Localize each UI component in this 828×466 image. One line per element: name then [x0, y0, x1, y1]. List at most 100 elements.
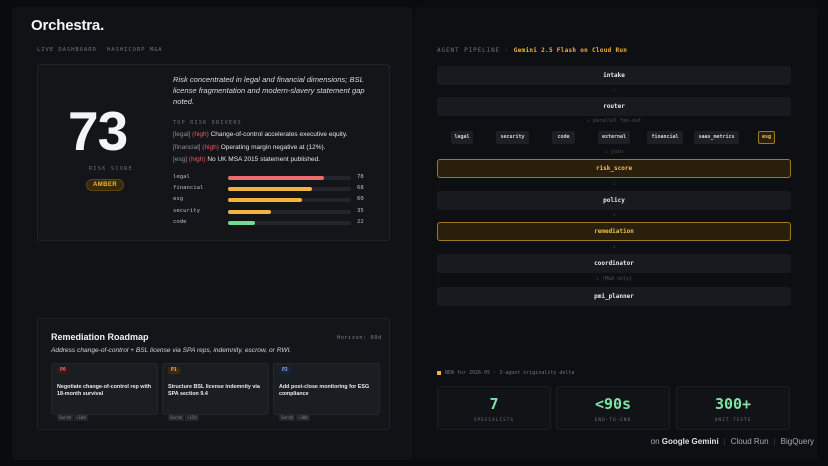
specialist-security[interactable]: security	[496, 131, 529, 144]
footer-cloud-run: Cloud Run	[730, 437, 769, 446]
footer-prefix: on	[650, 437, 660, 446]
task-title: Structure BSL license indemnity via SPA …	[168, 384, 260, 398]
new-indicator-icon	[437, 370, 441, 375]
dimension-value: 35	[357, 207, 364, 214]
driver-severity: (high)	[202, 143, 219, 151]
specialist-financial[interactable]: financial	[647, 131, 683, 144]
stat-end-to-end: <90s END-TO-END	[556, 386, 670, 430]
dimension-name: code	[173, 218, 187, 225]
risk-drivers-list: [legal] (high) Change-of-control acceler…	[173, 129, 385, 167]
pipeline-header: AGENT PIPELINE · Gemini 2.5 Flash on Clo…	[437, 47, 628, 54]
risk-driver: [legal] (high) Change-of-control acceler…	[173, 129, 385, 142]
roadmap-task[interactable]: P2 Add post-close monitoring for ESG com…	[273, 363, 380, 421]
live-dashboard-label: LIVE DASHBOARD · HASHICORP M&A	[37, 47, 163, 53]
node-pmi-planner[interactable]: pmi_planner	[437, 287, 791, 306]
task-owner-chip: Sarah	[279, 414, 296, 421]
dimension-fill	[228, 209, 272, 214]
dimension-row: security 35	[173, 207, 373, 218]
dimension-name: financial	[173, 185, 204, 192]
driver-severity: (high)	[188, 156, 206, 163]
task-priority-badge: P0	[57, 367, 69, 374]
pipeline-model: Gemini 2.5 Flash on Cloud Run	[513, 47, 628, 54]
originality-note: NEW for 2026-05 · 3-agent originality de…	[437, 370, 574, 376]
dimension-value: 60	[357, 196, 364, 203]
stat-value: 300+	[714, 395, 752, 413]
risk-score-label: RISK SCORE	[89, 166, 134, 172]
risk-score-value: 73	[68, 100, 128, 162]
specialist-legal[interactable]: legal	[451, 131, 473, 144]
task-priority-badge: P1	[168, 367, 180, 374]
footer-bigquery: BigQuery	[780, 437, 814, 446]
stat-unit-tests: 300+ UNIT TESTS	[676, 386, 790, 430]
specialist-saas-metrics[interactable]: saas_metrics	[694, 131, 739, 144]
dimension-track	[228, 220, 351, 225]
node-policy[interactable]: policy	[437, 191, 791, 210]
task-title: Add post-close monitoring for ESG compli…	[279, 384, 370, 398]
driver-text: No UK MSA 2015 statement published.	[207, 156, 321, 163]
task-owner-chip: Sarah	[168, 414, 185, 421]
fanout-label: ↓ parallel fan-out	[586, 118, 642, 124]
arrow-down: ↓	[612, 212, 616, 218]
live-label: LIVE DASHBOARD	[37, 47, 97, 53]
footer-powered-by: on Google Gemini | Cloud Run | BigQuery	[650, 437, 814, 446]
node-risk-score[interactable]: risk_score	[437, 159, 791, 178]
dimension-bars: legal 78 financial 68 esg 60 security 35…	[173, 173, 373, 229]
ma-only-label: ↓ (M&A only)	[595, 276, 633, 282]
roadmap-horizon: Horizon: 60d	[337, 335, 382, 341]
dimension-fill	[228, 220, 256, 225]
driver-severity: (high)	[192, 131, 209, 138]
stat-value: <90s	[594, 395, 632, 413]
roadmap-title: Remediation Roadmap	[51, 332, 149, 342]
task-owner-chip: Sarah	[57, 414, 74, 421]
dimension-track	[228, 176, 351, 180]
node-remediation[interactable]: remediation	[437, 222, 791, 241]
task-duration-chip: ~30d	[296, 414, 310, 421]
arrow-down: ↓	[612, 244, 616, 250]
drivers-heading: TOP RISK DRIVERS	[173, 120, 242, 126]
dimension-row: esg 60	[173, 195, 373, 206]
roadmap-task[interactable]: P0 Negotiate change-of-control rep with …	[51, 363, 158, 421]
dimension-row: financial 68	[173, 184, 373, 195]
specialist-external[interactable]: external	[598, 131, 630, 144]
dimension-track	[228, 198, 351, 203]
stat-label: SPECIALISTS	[473, 418, 515, 423]
driver-category: [financial]	[173, 143, 201, 151]
stat-label: UNIT TESTS	[714, 418, 752, 423]
join-label: ↓ join	[604, 149, 624, 155]
task-chips: Sarah ~15d	[168, 404, 200, 423]
dimension-name: esg	[173, 196, 184, 203]
specialist-esg[interactable]: esg	[758, 131, 775, 144]
dimension-value: 22	[357, 218, 364, 225]
risk-band-badge: AMBER	[86, 179, 124, 191]
dimension-track	[228, 209, 351, 214]
dimension-fill	[228, 176, 324, 180]
brand-logo: Orchestra.	[31, 17, 105, 34]
node-intake[interactable]: intake	[437, 66, 791, 85]
driver-category: [esg]	[173, 156, 188, 163]
driver-category: [legal]	[173, 131, 191, 138]
risk-summary: Risk concentrated in legal and financial…	[173, 75, 365, 106]
originality-note-text: NEW for 2026-05 · 3-agent originality de…	[445, 370, 575, 376]
roadmap-task[interactable]: P1 Structure BSL license indemnity via S…	[162, 363, 269, 421]
task-title: Negotiate change-of-control rep with 18-…	[57, 384, 152, 398]
dimension-row: legal 78	[173, 173, 373, 184]
dimension-row: code 22	[173, 218, 373, 229]
task-chips: Sarah ~10d	[57, 404, 89, 423]
node-router[interactable]: router	[437, 97, 791, 116]
driver-text: Operating margin negative at (12%).	[220, 143, 326, 151]
dimension-value: 78	[357, 174, 364, 180]
pipeline-label: AGENT PIPELINE	[437, 47, 501, 54]
task-duration-chip: ~10d	[74, 414, 88, 421]
dimension-name: legal	[173, 174, 190, 180]
roadmap-subtitle: Address change-of-control + BSL license …	[51, 347, 292, 354]
driver-text: Change-of-control accelerates executive …	[210, 131, 348, 138]
task-chips: Sarah ~30d	[279, 404, 311, 423]
task-priority-badge: P2	[279, 367, 291, 374]
dimension-name: security	[173, 207, 200, 214]
dimension-value: 68	[357, 185, 364, 192]
node-coordinator[interactable]: coordinator	[437, 254, 791, 273]
specialist-code[interactable]: code	[552, 131, 575, 144]
task-duration-chip: ~15d	[185, 414, 199, 421]
stat-label: END-TO-END	[594, 418, 632, 423]
dimension-fill	[228, 187, 312, 192]
